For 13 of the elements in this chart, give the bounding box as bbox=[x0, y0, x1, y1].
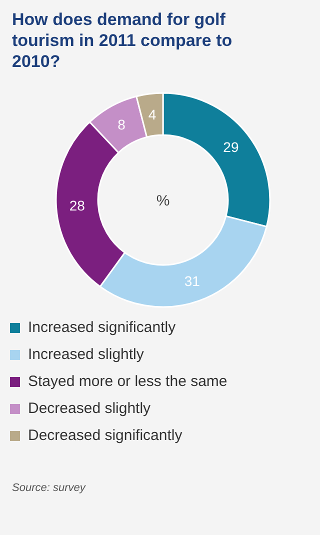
text: % bbox=[156, 192, 170, 210]
legend-label: Stayed more or less the same bbox=[28, 373, 228, 390]
data-label: 31 bbox=[184, 272, 200, 289]
legend-label: Decreased slightly bbox=[28, 400, 152, 417]
data-label: 4 bbox=[148, 106, 156, 123]
data-label: 29 bbox=[223, 139, 239, 156]
legend-label: Increased slightly bbox=[28, 346, 144, 363]
source-note: Source: survey bbox=[12, 482, 87, 494]
legend-label: Decreased significantly bbox=[28, 427, 183, 444]
data-label: 28 bbox=[69, 197, 86, 214]
legend-label: Increased significantly bbox=[28, 319, 176, 336]
chart-title: How does demand for golf tourism in 2011 compare to 2010? bbox=[12, 10, 232, 71]
data-label: 8 bbox=[118, 116, 126, 133]
